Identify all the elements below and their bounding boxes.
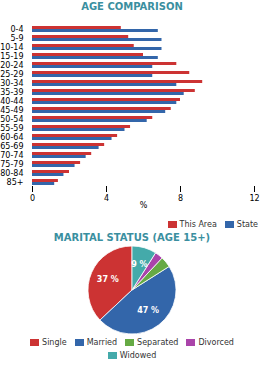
html-text:State: State	[236, 220, 258, 229]
html-text:Divorced: Divorced	[198, 338, 234, 347]
svg-text:75-79: 75-79	[0, 160, 23, 169]
svg-text:60-64: 60-64	[0, 133, 23, 142]
svg-text:0-4: 0-4	[10, 25, 23, 34]
svg-text:12: 12	[249, 194, 259, 203]
svg-text:80-84: 80-84	[0, 169, 23, 178]
svg-text:55-59: 55-59	[0, 124, 23, 133]
svg-text:40-44: 40-44	[0, 97, 23, 106]
html-text:Separated: Separated	[137, 338, 179, 347]
svg-text:45-49: 45-49	[0, 106, 23, 115]
svg-text:10-14: 10-14	[0, 43, 23, 52]
svg-text:8: 8	[178, 194, 183, 203]
svg-text:9 %: 9 %	[131, 260, 147, 269]
svg-text:20-24: 20-24	[0, 61, 23, 70]
svg-text:0: 0	[30, 194, 35, 203]
svg-text:85+: 85+	[7, 178, 24, 187]
svg-text:65-69: 65-69	[0, 142, 23, 151]
svg-text:25-29: 25-29	[0, 70, 23, 79]
svg-text:47 %: 47 %	[137, 306, 159, 315]
html-text:This Area: This Area	[179, 220, 217, 229]
svg-text:30-34: 30-34	[0, 79, 23, 88]
svg-text:70-74: 70-74	[0, 151, 23, 160]
html-text:MARITAL STATUS (AGE 15+): MARITAL STATUS (AGE 15+)	[53, 232, 211, 243]
svg-text:35-39: 35-39	[0, 88, 23, 97]
html-text:Widowed: Widowed	[119, 351, 157, 360]
svg-text:37 %: 37 %	[97, 275, 119, 284]
svg-text:4: 4	[104, 194, 109, 203]
html-text:AGE COMPARISON: AGE COMPARISON	[81, 1, 183, 12]
svg-text:%: %	[140, 201, 148, 210]
html-text:Married: Married	[86, 338, 118, 347]
svg-text:50-54: 50-54	[0, 115, 23, 124]
svg-text:5-9: 5-9	[10, 34, 23, 43]
html-text:Single: Single	[42, 338, 67, 347]
svg-text:15-19: 15-19	[0, 52, 23, 61]
